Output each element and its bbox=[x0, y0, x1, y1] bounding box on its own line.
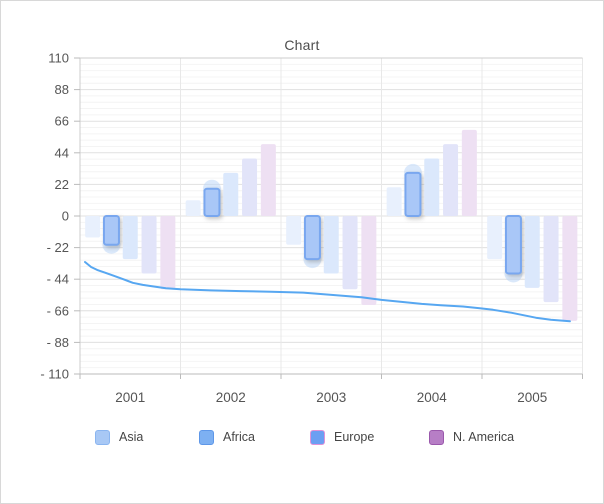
legend-item-europe[interactable]: Europe bbox=[310, 429, 374, 445]
bar-n-america[interactable] bbox=[461, 129, 477, 216]
bar-n-america[interactable] bbox=[361, 216, 377, 306]
bar-series-4[interactable] bbox=[342, 216, 358, 290]
bar-asia[interactable] bbox=[85, 216, 101, 238]
bar-series-4[interactable] bbox=[443, 144, 459, 216]
bar-n-america[interactable] bbox=[260, 144, 276, 216]
y-axis-label: - 66 bbox=[47, 303, 69, 318]
bar-europe[interactable] bbox=[122, 216, 138, 260]
bar-series-4[interactable] bbox=[141, 216, 157, 274]
y-axis-label: - 110 bbox=[40, 367, 69, 382]
x-axis-label: 2001 bbox=[115, 390, 145, 405]
bar-europe[interactable] bbox=[223, 172, 239, 216]
legend-swatch bbox=[310, 429, 325, 445]
bar-asia[interactable] bbox=[286, 216, 302, 245]
bar-africa[interactable] bbox=[203, 187, 221, 217]
bar-africa[interactable] bbox=[504, 215, 522, 275]
legend-item-africa[interactable]: Africa bbox=[199, 429, 255, 445]
bar-asia[interactable] bbox=[487, 216, 503, 260]
bar-europe[interactable] bbox=[323, 216, 339, 274]
bar-asia[interactable] bbox=[386, 187, 402, 216]
y-axis-label: 0 bbox=[62, 209, 69, 224]
legend-swatch bbox=[429, 429, 444, 445]
y-axis-label: 22 bbox=[55, 177, 69, 192]
bar-europe[interactable] bbox=[524, 216, 540, 288]
legend-label: N. America bbox=[453, 430, 515, 444]
bar-africa[interactable] bbox=[303, 215, 321, 261]
x-axis-label: 2004 bbox=[417, 390, 448, 405]
legend-swatch bbox=[199, 429, 214, 445]
legend-item-asia[interactable]: Asia bbox=[95, 429, 143, 445]
bar-europe[interactable] bbox=[424, 158, 440, 216]
y-axis-label: 110 bbox=[48, 51, 69, 66]
legend-item-n-america[interactable]: N. America bbox=[429, 429, 514, 445]
legend-swatch bbox=[95, 429, 110, 445]
y-axis-label: 66 bbox=[55, 114, 69, 129]
y-axis-label: - 22 bbox=[47, 240, 69, 255]
y-axis-label: 44 bbox=[55, 145, 69, 160]
bar-series-4[interactable] bbox=[543, 216, 559, 303]
bar-asia[interactable] bbox=[185, 200, 201, 216]
x-axis-label: 2002 bbox=[216, 390, 246, 405]
y-axis-label: - 44 bbox=[47, 272, 69, 287]
x-axis-label: 2003 bbox=[316, 390, 346, 405]
chart-title: Chart bbox=[284, 37, 320, 53]
bar-africa[interactable] bbox=[102, 215, 120, 246]
legend-label: Africa bbox=[223, 430, 255, 444]
bar-n-america[interactable] bbox=[562, 216, 578, 321]
line-series[interactable] bbox=[84, 261, 571, 323]
x-axis-label: 2005 bbox=[517, 390, 547, 405]
bar-n-america[interactable] bbox=[160, 216, 176, 290]
y-axis-label: 88 bbox=[55, 82, 69, 97]
legend-label: Europe bbox=[334, 430, 375, 444]
y-axis-label: - 88 bbox=[47, 335, 69, 350]
legend-label: Asia bbox=[119, 430, 144, 444]
bar-series-4[interactable] bbox=[242, 158, 258, 216]
bar-africa[interactable] bbox=[404, 171, 422, 217]
